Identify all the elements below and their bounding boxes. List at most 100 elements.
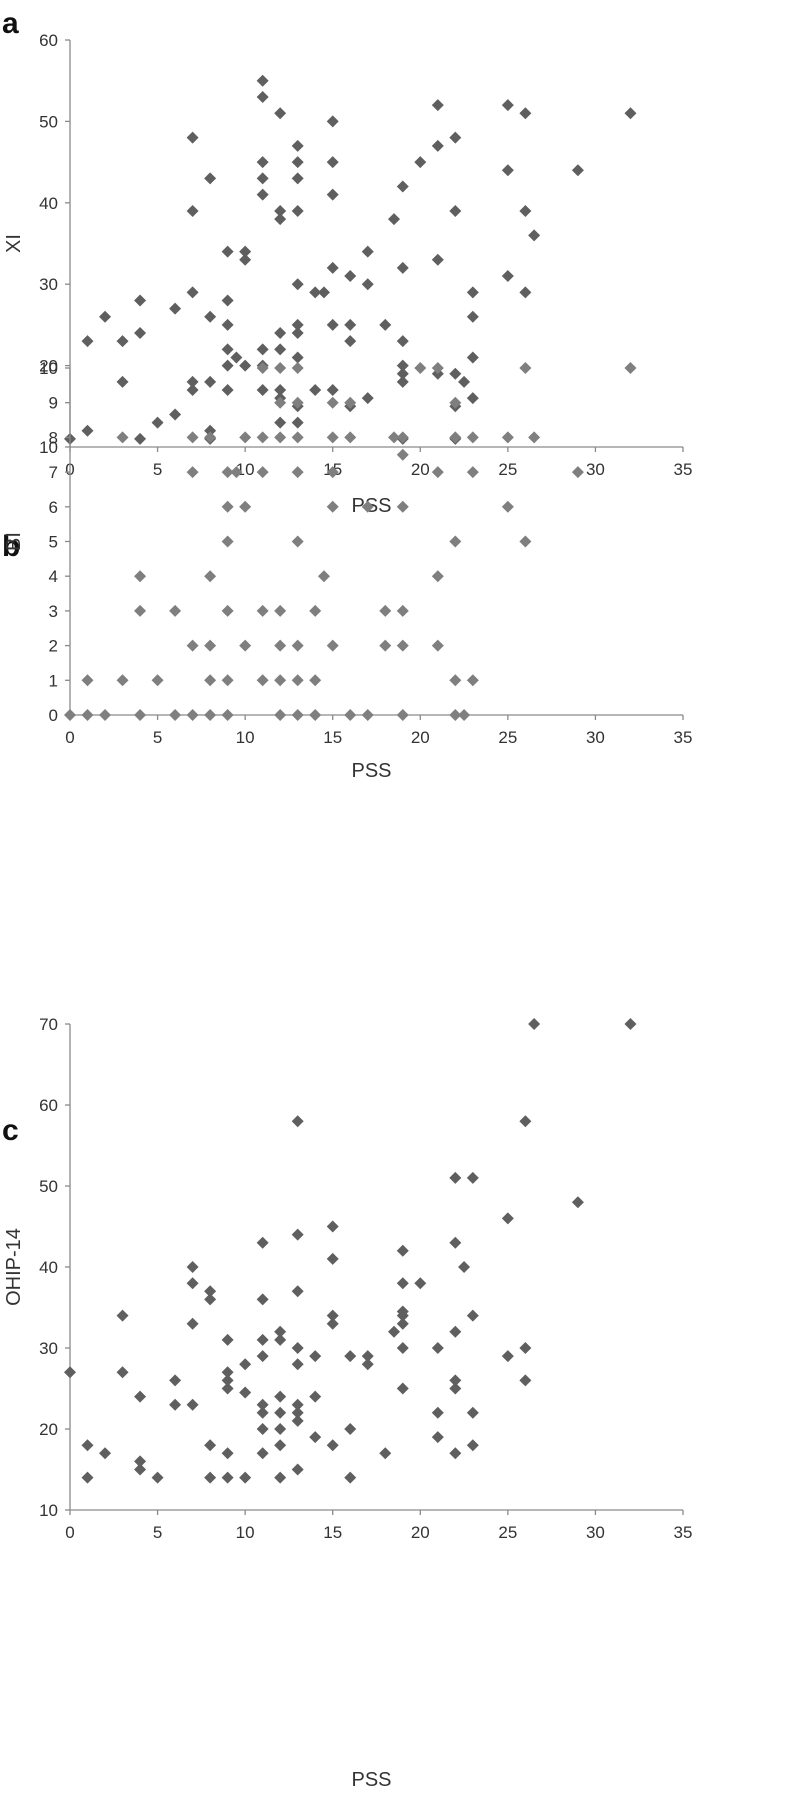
panel-a-data-point xyxy=(256,172,269,185)
panel-a-data-point xyxy=(466,351,479,364)
panel-c-data-point xyxy=(256,1333,269,1346)
panel-c-x-tick-label: 30 xyxy=(586,1523,605,1542)
panel-b-data-point xyxy=(151,674,164,687)
panel-c-data-point xyxy=(291,1406,304,1419)
panel-a-data-point xyxy=(291,351,304,364)
panel-b-y-tick-label: 8 xyxy=(49,428,58,447)
panel-c-data-point xyxy=(344,1423,357,1435)
panel-a-data-point xyxy=(81,335,94,348)
panel-b-data-point xyxy=(221,500,234,513)
panel-a-data-point xyxy=(274,107,287,120)
panel-a-data-point xyxy=(291,139,304,152)
panel-c-data-point xyxy=(64,1366,76,1379)
panel-b-y-tick-label: 0 xyxy=(49,706,58,725)
panel-a-data-point xyxy=(99,310,112,323)
panel-c-data-point xyxy=(326,1309,339,1322)
panel-b-x-tick-label: 15 xyxy=(323,728,342,747)
panel-a-data-point xyxy=(256,384,269,397)
panel-b-data-point xyxy=(256,674,269,687)
panel-b-y-tick-label: 10 xyxy=(39,359,58,378)
panel-c-data-point xyxy=(204,1293,217,1306)
panel-c-data-point xyxy=(571,1196,584,1209)
panel-c-data-point xyxy=(221,1366,234,1379)
panel-c-data-point xyxy=(204,1439,217,1452)
panel-c-data-point xyxy=(326,1220,339,1233)
panel-b-y-tick-label: 6 xyxy=(49,498,58,517)
panel-c-data-point xyxy=(624,1018,637,1030)
panel-c-data-point xyxy=(186,1261,199,1273)
panel-c-x-tick-label: 0 xyxy=(65,1523,74,1542)
panel-a-data-point xyxy=(309,286,322,299)
panel-b-data-point xyxy=(239,431,252,444)
panel-a-data-point xyxy=(134,327,147,340)
panel-c-data-point xyxy=(466,1406,479,1419)
panel-b-data-point xyxy=(230,466,243,479)
panel-c-y-tick-label: 20 xyxy=(39,1420,58,1439)
panel-b-data-point xyxy=(326,466,339,479)
panel-a-data-point xyxy=(291,327,304,340)
panel-b-data-point xyxy=(134,604,147,617)
panel-a-data-point xyxy=(134,294,147,307)
panel-c-data-point xyxy=(221,1447,234,1460)
panel-c-data-point xyxy=(221,1374,234,1387)
panel-c-data-point xyxy=(379,1447,392,1460)
panel-a-data-point xyxy=(379,318,392,331)
panel-b-x-tick-label: 25 xyxy=(498,728,517,747)
panel-b-data-point xyxy=(169,604,182,617)
panel-a-data-point xyxy=(221,245,234,258)
panel-c-data-point xyxy=(256,1293,269,1306)
panel-c-x-tick-label: 20 xyxy=(411,1523,430,1542)
panel-b-data-point xyxy=(291,396,304,409)
panel-c-data-point xyxy=(309,1350,322,1363)
panel-c-data-point xyxy=(396,1305,409,1318)
panel-c-y-tick-label: 60 xyxy=(39,1096,58,1115)
panel-b-data-point xyxy=(414,362,427,374)
panel-a-data-point xyxy=(221,318,234,331)
panel-b-data-point xyxy=(274,396,287,409)
panel-a-data-point xyxy=(151,416,164,429)
panel-b-data-point xyxy=(396,431,409,444)
panel-b-data-point xyxy=(501,431,514,444)
panel-c-data-point xyxy=(169,1398,182,1411)
panel-c-data-point xyxy=(414,1277,427,1290)
panel-a-y-tick-label: 60 xyxy=(39,31,58,50)
panel-b-data-point xyxy=(221,466,234,479)
panel-c-y-tick-label: 10 xyxy=(39,1501,58,1520)
panel-a-data-point xyxy=(396,375,409,388)
panel-a-data-point xyxy=(414,156,427,169)
panel-a-data-point xyxy=(239,359,252,372)
panel-b-data-point xyxy=(466,466,479,479)
panel-c-data-point xyxy=(431,1406,444,1419)
panel-b-data-point xyxy=(204,431,217,444)
panel-b-data-point xyxy=(388,431,401,444)
panel-a-data-point xyxy=(326,384,339,397)
panel-b-letter: b xyxy=(2,530,20,563)
panel-a-data-point xyxy=(501,164,514,177)
panel-a-data-point xyxy=(431,99,444,112)
panel-c-x-tick-label: 10 xyxy=(236,1523,255,1542)
panel-a-data-point xyxy=(466,286,479,299)
panel-c-data-point xyxy=(274,1423,287,1435)
panel-b-data-point xyxy=(326,500,339,513)
panel-c-data-point xyxy=(291,1358,304,1371)
panel-c-letter: c xyxy=(2,1114,19,1147)
panel-a-x-tick-label: 20 xyxy=(411,460,430,479)
panel-b-data-point xyxy=(379,639,392,652)
panel-b-data-point xyxy=(326,639,339,652)
panel-a-x-tick-label: 5 xyxy=(153,460,162,479)
panel-b-data-point xyxy=(624,362,637,374)
panel-a-data-point xyxy=(204,424,217,437)
panel-a-data-point xyxy=(396,180,409,193)
panel-a-data-point xyxy=(256,90,269,103)
panel-c-data-point xyxy=(256,1236,269,1249)
panel-a-data-point xyxy=(326,261,339,274)
panel-c-data-point xyxy=(291,1115,304,1128)
panel-b-data-point xyxy=(458,709,471,721)
panel-c-data-point xyxy=(274,1439,287,1452)
panel-c-data-point xyxy=(221,1471,234,1484)
panel-c-data-point xyxy=(274,1390,287,1403)
panel-c-data-point xyxy=(291,1463,304,1476)
panel-c-x-tick-label: 25 xyxy=(498,1523,517,1542)
panel-a-data-point xyxy=(624,107,637,120)
panel-b-data-point xyxy=(134,570,147,583)
